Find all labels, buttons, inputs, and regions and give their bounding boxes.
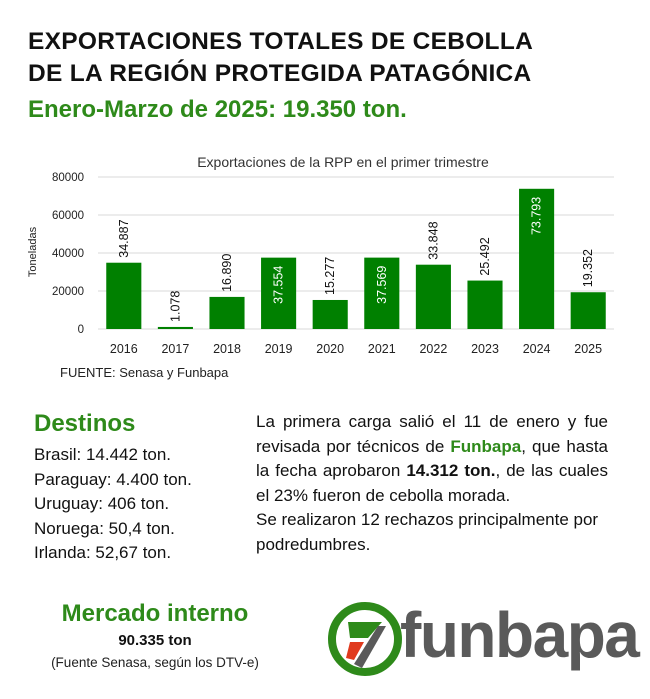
funbapa-logo-text: funbapa (400, 599, 640, 671)
title-line-2: DE LA REGIÓN PROTEGIDA PATAGÓNICA (28, 60, 532, 87)
info-text-part: , que hasta la fecha aprobaron (256, 436, 609, 481)
bar-2016 (106, 262, 142, 329)
y-tick-label: 0 (78, 324, 84, 336)
data-label-2023: 25.492 (478, 237, 492, 275)
market-value: 90.335 ton (118, 632, 192, 649)
x-tick-label: 2025 (574, 342, 602, 356)
data-label-2019: 37.554 (272, 266, 286, 304)
bar-2019 (261, 257, 297, 329)
destination-item: Brasil: 14.442 ton. (34, 445, 172, 464)
data-label-2020: 15.277 (323, 257, 337, 295)
data-label-2018: 16.890 (220, 254, 234, 292)
info-org-name: Funbapa (450, 436, 522, 456)
chart-title: Exportaciones de la RPP en el primer tri… (197, 154, 489, 170)
bar-2018 (209, 296, 245, 329)
bar-2021 (364, 257, 400, 329)
x-tick-label: 2022 (419, 342, 447, 356)
data-label-2016: 34.887 (117, 219, 131, 257)
bar-2023 (467, 280, 503, 329)
info-paragraph-1: La primera carga salió el 11 de enero y … (256, 410, 608, 508)
data-label-2024: 73.793 (530, 197, 544, 235)
bar-2020 (312, 299, 348, 329)
x-tick-label: 2021 (368, 342, 396, 356)
bar-2022 (415, 264, 451, 329)
bar-2025 (570, 292, 606, 329)
market-note: (Fuente Senasa, según los DTV-e) (51, 655, 259, 670)
y-tick-label: 60000 (52, 210, 84, 222)
destinations-title: Destinos (34, 410, 136, 437)
funbapa-logo-icon (328, 602, 402, 676)
bar-2024 (519, 188, 555, 329)
title-line-1: EXPORTACIONES TOTALES DE CEBOLLA (28, 28, 534, 55)
x-tick-label: 2024 (523, 342, 551, 356)
page-title: EXPORTACIONES TOTALES DE CEBOLLA DE LA R… (28, 26, 638, 90)
x-tick-label: 2023 (471, 342, 499, 356)
y-tick-label: 80000 (52, 172, 84, 184)
exports-bar-chart: Exportaciones de la RPP en el primer tri… (27, 154, 614, 356)
y-tick-label: 40000 (52, 248, 84, 260)
info-text-part: La primera carga salió el 11 de enero y … (256, 412, 608, 456)
x-tick-label: 2019 (265, 342, 293, 356)
y-tick-label: 20000 (52, 286, 84, 298)
y-axis-label: Toneladas (27, 226, 39, 277)
data-label-2021: 37.569 (375, 266, 389, 304)
data-label-2022: 33.848 (426, 221, 440, 259)
destination-item: Uruguay: 406 ton. (34, 494, 170, 513)
info-text-part: , de las cuales el 23% fueron de cebolla… (256, 461, 608, 505)
bar-2017 (157, 326, 193, 329)
info-text: La primera carga salió el 11 de enero y … (256, 410, 608, 557)
x-tick-label: 2020 (316, 342, 344, 356)
destination-item: Noruega: 50,4 ton. (34, 518, 175, 538)
info-approved-amount: 14.312 ton. (406, 461, 496, 480)
data-label-2017: 1.078 (168, 291, 182, 322)
info-paragraph-2: Se realizaron 12 rechazos principalmente… (256, 510, 599, 554)
page-subtitle: Enero-Marzo de 2025: 19.350 ton. (28, 96, 407, 123)
funbapa-logo: funbapa (328, 598, 640, 678)
market-title: Mercado interno (61, 600, 249, 627)
x-tick-label: 2016 (110, 342, 138, 356)
destination-item: Irlanda: 52,67 ton. (34, 543, 172, 562)
data-label-2025: 19.352 (581, 249, 595, 287)
chart-source: FUENTE: Senasa y Funbapa (60, 365, 229, 380)
destinations-list: Brasil: 14.442 ton. Paraguay: 4.400 ton.… (34, 443, 192, 566)
x-tick-label: 2018 (213, 342, 241, 356)
domestic-market: Mercado interno 90.335 ton (Fuente Senas… (30, 600, 280, 670)
destination-item: Paraguay: 4.400 ton. (34, 469, 192, 489)
x-tick-label: 2017 (161, 342, 189, 356)
